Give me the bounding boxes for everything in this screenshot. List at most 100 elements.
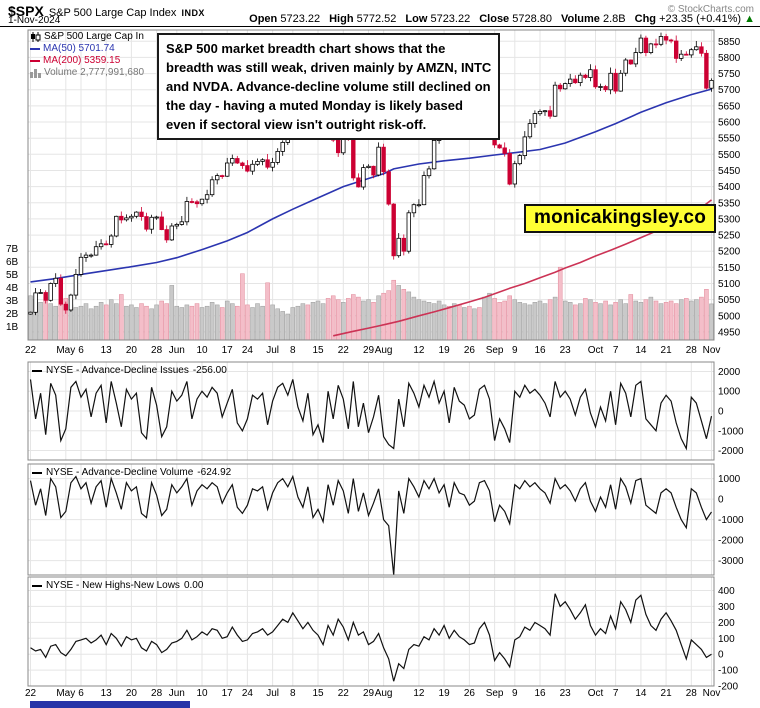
svg-text:Sep: Sep	[486, 688, 504, 699]
annotation-line: S&P 500 market breadth chart shows that …	[166, 41, 446, 56]
svg-text:13: 13	[101, 688, 113, 699]
annotation-box: S&P 500 market breadth chart shows that …	[157, 33, 501, 140]
svg-text:1000: 1000	[718, 387, 741, 398]
svg-text:10: 10	[196, 345, 208, 356]
svg-text:26: 26	[464, 345, 476, 356]
svg-text:-2000: -2000	[718, 446, 744, 457]
svg-text:5400: 5400	[718, 182, 741, 193]
panel-title: NYSE - Advance-Decline Issues	[46, 365, 189, 376]
svg-text:Nov: Nov	[703, 688, 721, 699]
svg-text:7: 7	[613, 688, 619, 699]
svg-text:Oct: Oct	[588, 688, 604, 699]
svg-text:-1000: -1000	[718, 515, 744, 526]
svg-text:5850: 5850	[718, 37, 741, 48]
annotation-line: and NVDA. Advance-decline volume still d…	[166, 79, 491, 94]
svg-text:5050: 5050	[718, 295, 741, 306]
close-label: Close	[479, 13, 510, 25]
svg-text:4B: 4B	[6, 283, 19, 294]
svg-text:5B: 5B	[6, 270, 19, 281]
svg-text:1B: 1B	[6, 322, 19, 333]
svg-text:5150: 5150	[718, 263, 741, 274]
svg-text:-2000: -2000	[718, 536, 744, 547]
svg-text:8: 8	[290, 688, 296, 699]
svg-text:2000: 2000	[718, 367, 741, 378]
panel-value: -624.92	[197, 467, 232, 478]
svg-text:20: 20	[126, 688, 138, 699]
svg-text:14: 14	[635, 345, 647, 356]
svg-text:Sep: Sep	[486, 345, 504, 356]
bottom-scrollbar-thumb[interactable]	[30, 701, 190, 708]
svg-text:22: 22	[25, 688, 37, 699]
svg-text:5000: 5000	[718, 311, 741, 322]
svg-text:5100: 5100	[718, 279, 741, 290]
close-value: 5728.80	[512, 13, 553, 25]
low-value: 5723.22	[430, 13, 471, 25]
svg-text:Jul: Jul	[266, 688, 279, 699]
panel-value: 0.00	[183, 580, 204, 591]
svg-text:17: 17	[222, 345, 234, 356]
svg-text:19: 19	[439, 345, 451, 356]
chart-header: $SPX S&P 500 Large Cap Index INDX	[8, 3, 205, 21]
adv-decline-issues-legend: NYSE - Advance-Decline Issues -256.00	[32, 365, 227, 376]
panel-title: NYSE - Advance-Decline Volume	[46, 467, 194, 478]
svg-text:24: 24	[242, 688, 254, 699]
svg-text:Oct: Oct	[588, 345, 604, 356]
svg-text:22: 22	[338, 345, 350, 356]
symbol-text: $SPX	[8, 3, 44, 19]
svg-text:5450: 5450	[718, 166, 741, 177]
svg-text:28: 28	[686, 345, 698, 356]
main-chart-legend: S&P 500 Large Cap In MA(50) 5701.74 MA(2…	[30, 31, 144, 79]
open-label: Open	[249, 13, 278, 25]
svg-text:26: 26	[464, 688, 476, 699]
line-dash-icon	[32, 584, 42, 587]
svg-text:22: 22	[25, 345, 37, 356]
svg-text:May: May	[56, 688, 75, 699]
panel-value: -256.00	[192, 365, 227, 376]
svg-text:12: 12	[413, 688, 425, 699]
svg-text:9: 9	[512, 345, 518, 356]
svg-text:24: 24	[242, 345, 254, 356]
svg-text:Jun: Jun	[169, 345, 185, 356]
svg-text:15: 15	[312, 345, 324, 356]
line-dash-icon	[32, 471, 42, 474]
svg-text:17: 17	[222, 688, 234, 699]
panel-title: NYSE - New Highs-New Lows	[46, 580, 180, 591]
svg-text:29: 29	[363, 345, 375, 356]
ma50-legend: MA(50) 5701.74	[43, 43, 115, 54]
svg-text:300: 300	[718, 602, 735, 613]
open-value: 5723.22	[280, 13, 321, 25]
svg-text:Aug: Aug	[375, 345, 393, 356]
svg-text:6: 6	[78, 345, 84, 356]
svg-text:15: 15	[312, 688, 324, 699]
high-label: High	[329, 13, 354, 25]
svg-text:5750: 5750	[718, 69, 741, 80]
ma200-legend: MA(200) 5359.15	[43, 55, 121, 66]
svg-text:5700: 5700	[718, 85, 741, 96]
svg-text:29: 29	[363, 688, 375, 699]
annotation-line: the day - having a muted Monday is likel…	[166, 98, 463, 113]
svg-text:-100: -100	[718, 666, 738, 677]
svg-text:5600: 5600	[718, 118, 741, 129]
svg-text:21: 21	[661, 345, 673, 356]
svg-text:5200: 5200	[718, 247, 741, 258]
date-label: 1-Nov-2024	[8, 15, 61, 26]
svg-text:Jun: Jun	[169, 688, 185, 699]
svg-text:28: 28	[151, 345, 163, 356]
svg-text:5250: 5250	[718, 231, 741, 242]
candlestick-icon	[31, 32, 41, 42]
svg-text:6: 6	[78, 688, 84, 699]
svg-text:7B: 7B	[6, 244, 19, 255]
svg-text:Aug: Aug	[375, 688, 393, 699]
volume-legend: Volume 2,777,991,680	[44, 67, 145, 78]
volume-bars-icon	[30, 68, 41, 78]
svg-text:-1000: -1000	[718, 426, 744, 437]
ma50-line-icon	[30, 48, 40, 50]
svg-text:-3000: -3000	[718, 556, 744, 567]
index-name: S&P 500 Large Cap Index	[48, 7, 177, 19]
volume-label: Volume	[561, 13, 600, 25]
chg-label: Chg	[634, 13, 657, 25]
svg-text:0: 0	[718, 650, 724, 661]
svg-text:-200: -200	[718, 682, 738, 693]
svg-text:200: 200	[718, 618, 735, 629]
